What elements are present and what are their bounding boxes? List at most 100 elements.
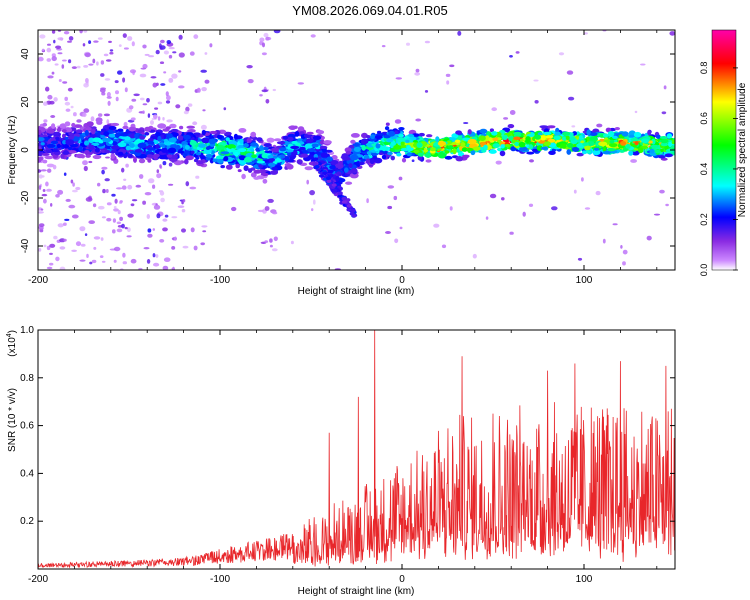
spectrogram-ridge-cell xyxy=(430,147,436,152)
spectrogram-background-cell xyxy=(528,203,534,207)
spectrogram-ridge-cell xyxy=(184,150,190,154)
spectrogram-background-cell xyxy=(424,40,430,44)
spectrogram-ridge-cell xyxy=(114,132,120,138)
spectrogram-background-cell xyxy=(84,52,91,58)
spectrogram-ridge-cell xyxy=(110,153,116,160)
spectrogram-ridge-cell xyxy=(609,139,615,144)
spectrogram-background-cell xyxy=(88,63,94,66)
spectrogram-background-cell xyxy=(39,34,46,39)
spectrogram-ridge-cell xyxy=(103,131,110,137)
spectrogram-background-cell xyxy=(165,100,171,104)
spectrogram-background-cell xyxy=(50,203,53,207)
spectrogram-ridge-cell xyxy=(174,144,181,150)
spectrogram-background-cell xyxy=(67,40,72,43)
spectrogram-background-cell xyxy=(583,32,588,35)
spectrogram-ridge-cell xyxy=(350,133,360,138)
spectrogram-background-cell xyxy=(43,198,47,204)
spectrogram-ridge-cell xyxy=(562,131,571,136)
spectrogram-background-cell xyxy=(121,223,125,229)
spectrogram-ridge-cell xyxy=(133,156,137,163)
spectrogram-ridge-cell xyxy=(117,151,124,156)
spectrogram-ridge-cell xyxy=(543,131,552,136)
spectrogram-background-cell xyxy=(663,85,667,90)
spectrogram-background-cell xyxy=(223,107,227,111)
spectrogram-ridge-cell xyxy=(216,134,223,140)
spectrogram-ridge-cell xyxy=(350,154,359,161)
spectrogram-ridge-cell xyxy=(42,122,48,127)
spectrogram-background-cell xyxy=(265,36,270,41)
spectrogram-background-cell xyxy=(106,119,110,125)
spectrogram-background-cell xyxy=(103,113,110,117)
spectrogram-ridge-cell xyxy=(478,135,486,141)
spectrogram-background-cell xyxy=(43,244,47,248)
spectrogram-background-cell xyxy=(39,227,44,230)
spectrogram-ridge-cell xyxy=(439,151,444,156)
spectrogram-background-cell xyxy=(503,117,509,120)
spectrogram-ridge-cell xyxy=(492,137,499,142)
spectrogram-background-cell xyxy=(105,156,110,159)
spectrogram-ridge-cell xyxy=(543,141,551,146)
spectrogram-background-cell xyxy=(88,160,93,164)
spectrogram-ridge-cell xyxy=(384,126,390,131)
spectrogram-ridge-cell xyxy=(238,127,247,133)
spectrogram-ridge-cell xyxy=(375,143,381,149)
spectrogram-background-cell xyxy=(174,236,177,241)
spectrogram-background-cell xyxy=(126,235,132,238)
spectrogram-background-cell xyxy=(491,107,498,112)
spectrogram-background-cell xyxy=(38,174,43,179)
spectrogram-background-cell xyxy=(109,49,114,52)
spectrogram-background-cell xyxy=(105,59,112,62)
spectrogram-ridge-cell xyxy=(589,136,598,143)
spectrogram-background-cell xyxy=(142,103,148,106)
spectrogram-background-cell xyxy=(46,47,52,53)
spectrogram-background-cell xyxy=(92,58,96,64)
spectrogram-ridge-cell xyxy=(64,136,69,140)
snr-multiplier-prefix: (x10 xyxy=(7,337,18,357)
spectrogram-ridge-cell xyxy=(216,158,224,164)
spectrogram-background-cell xyxy=(446,80,450,85)
spectrogram-background-cell xyxy=(57,223,64,228)
spectrogram-ridge-cell xyxy=(342,156,352,161)
spectrogram-ridge-cell xyxy=(108,126,117,130)
spectrogram-ridge-cell xyxy=(510,146,517,152)
spectrogram-ridge-cell xyxy=(311,143,319,148)
spectrogram-background-cell xyxy=(73,112,77,117)
spectrogram-background-cell xyxy=(630,159,637,163)
spectrogram-background-cell xyxy=(105,189,109,193)
spectrogram-ridge-cell xyxy=(155,131,161,137)
spectrogram-background-cell xyxy=(196,87,201,93)
spectrogram-background-cell xyxy=(43,101,48,106)
spectrogram-background-cell xyxy=(103,53,109,57)
spectrogram-ridge-cell xyxy=(198,143,207,148)
spectrogram-ridge-cell xyxy=(225,164,233,170)
spectrogram-background-cell xyxy=(47,43,51,46)
spectrogram-ridge-cell xyxy=(266,137,275,143)
spectrogram-background-cell xyxy=(581,177,584,182)
spectrogram-ridge-cell xyxy=(353,146,361,152)
spectrogram-background-cell xyxy=(566,70,574,75)
spectrogram-ridge-cell xyxy=(418,132,425,137)
spectrogram-ridge-cell xyxy=(44,155,54,160)
spectrogram-ridge-cell xyxy=(651,138,656,145)
spectrogram-background-cell xyxy=(181,209,186,213)
spectrogram-background-cell xyxy=(147,113,151,118)
spectrogram-ridge-cell xyxy=(374,135,383,140)
spectrogram-background-cell xyxy=(38,56,44,62)
spectrogram-background-cell xyxy=(38,185,42,190)
spectrogram-background-cell xyxy=(200,69,207,73)
spectrogram-background-cell xyxy=(394,238,399,244)
spectrogram-ridge-cell xyxy=(56,143,61,149)
spectrogram-background-cell xyxy=(309,190,315,196)
spectrogram-ridge-cell xyxy=(279,147,287,152)
spectrogram-background-cell xyxy=(272,88,276,92)
spectrogram-background-cell xyxy=(568,96,575,101)
spectrogram-background-cell xyxy=(148,178,155,184)
spectrogram-background-cell xyxy=(93,246,97,250)
spectrogram-ridge-cell xyxy=(220,165,225,169)
spectrogram-background-cell xyxy=(83,108,90,113)
spectrogram-background-cell xyxy=(178,70,182,73)
x-tick-label: 0 xyxy=(399,574,405,585)
spectrogram-background-cell xyxy=(187,103,193,107)
